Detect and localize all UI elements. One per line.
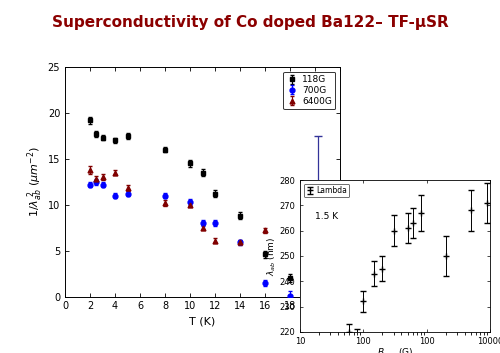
Y-axis label: $\lambda_{ab}$ (nm): $\lambda_{ab}$ (nm) <box>266 236 278 276</box>
Text: 1.5 K: 1.5 K <box>315 213 338 221</box>
Text: Superconductivity of Co doped Ba122– TF-μSR: Superconductivity of Co doped Ba122– TF-… <box>52 16 448 30</box>
Legend: 118G, 700G, 6400G: 118G, 700G, 6400G <box>283 72 336 109</box>
Legend: Lambda: Lambda <box>304 184 349 197</box>
Y-axis label: $1/\lambda_{ab}^{\ 2}\ (\mu m^{-2})$: $1/\lambda_{ab}^{\ 2}\ (\mu m^{-2})$ <box>26 146 45 217</box>
X-axis label: $B_{app}$ (G): $B_{app}$ (G) <box>377 347 413 353</box>
X-axis label: T (K): T (K) <box>190 317 216 327</box>
